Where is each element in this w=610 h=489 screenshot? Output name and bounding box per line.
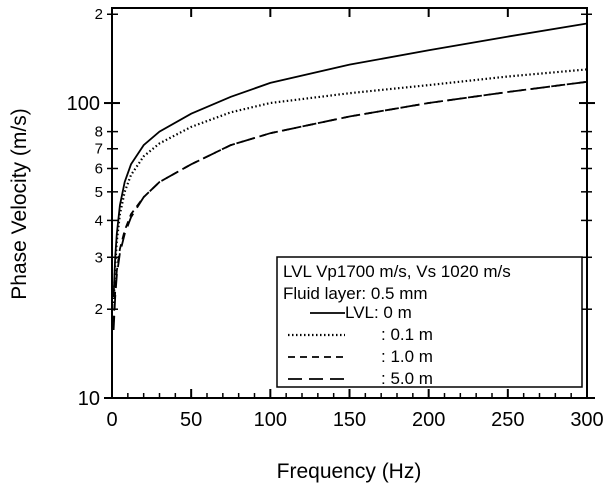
x-tick-label: 100	[254, 409, 287, 431]
y-minor-tick-label: 2	[95, 6, 103, 23]
y-axis-title: Phase Velocity (m/s)	[8, 108, 31, 299]
y-minor-tick-label: 5	[95, 184, 103, 201]
y-minor-tick-label: 4	[95, 212, 103, 229]
series-curves	[112, 22, 588, 331]
y-minor-tick-label: 8	[95, 124, 103, 141]
x-tick-label: 200	[412, 409, 445, 431]
series-line-3	[112, 80, 588, 331]
series-line-2	[112, 80, 588, 323]
x-tick-label: 300	[570, 409, 603, 431]
legend-label-2: : 1.0 m	[381, 347, 433, 366]
legend-header-line-1: LVL Vp1700 m/s, Vs 1020 m/s	[283, 262, 511, 281]
legend-entries: LVL: 0 m : 0.1 m : 1.0 m : 5.0 m	[288, 303, 433, 388]
x-axis-title: Frequency (Hz)	[277, 460, 422, 483]
x-tick-label: 50	[180, 409, 202, 431]
series-line-0	[112, 22, 588, 298]
x-tick-label: 250	[491, 409, 524, 431]
tick-labels: 0 50 100 150 200 250 300 10 100 2 3 4 5 6 78 2	[67, 6, 604, 431]
x-tick-label: 0	[106, 409, 117, 431]
y-minor-tick-label: 2	[95, 301, 103, 318]
legend-label-1: : 0.1 m	[381, 325, 433, 344]
legend-header-line-2: Fluid layer: 0.5 mm	[283, 284, 428, 303]
series-line-1	[112, 68, 588, 304]
y-major-tick-label: 100	[67, 93, 100, 115]
axis-ticks	[104, 8, 595, 399]
y-major-tick-label: 10	[78, 388, 100, 410]
legend-box	[276, 256, 583, 388]
legend-label-3: : 5.0 m	[381, 369, 433, 388]
legend: LVL Vp1700 m/s, Vs 1020 m/s Fluid layer:…	[276, 256, 583, 388]
y-minor-tick-label: 7	[95, 141, 103, 158]
y-minor-tick-label: 6	[95, 160, 103, 177]
y-minor-tick-label: 3	[95, 249, 103, 266]
legend-label-0: LVL: 0 m	[345, 303, 412, 322]
x-tick-label: 150	[333, 409, 366, 431]
